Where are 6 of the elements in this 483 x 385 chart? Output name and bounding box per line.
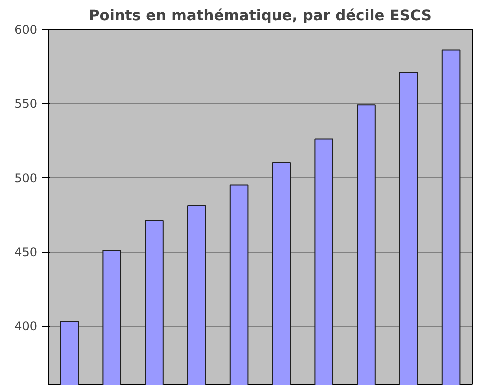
y-tick-label: 500 (14, 171, 38, 186)
chart-title: Points en mathématique, par décile ESCS (89, 8, 432, 24)
y-tick-label: 600 (14, 23, 38, 37)
y-tick-label: 400 (14, 320, 38, 334)
y-tick-label: 450 (14, 246, 38, 260)
y-tick-label: 550 (14, 97, 38, 112)
